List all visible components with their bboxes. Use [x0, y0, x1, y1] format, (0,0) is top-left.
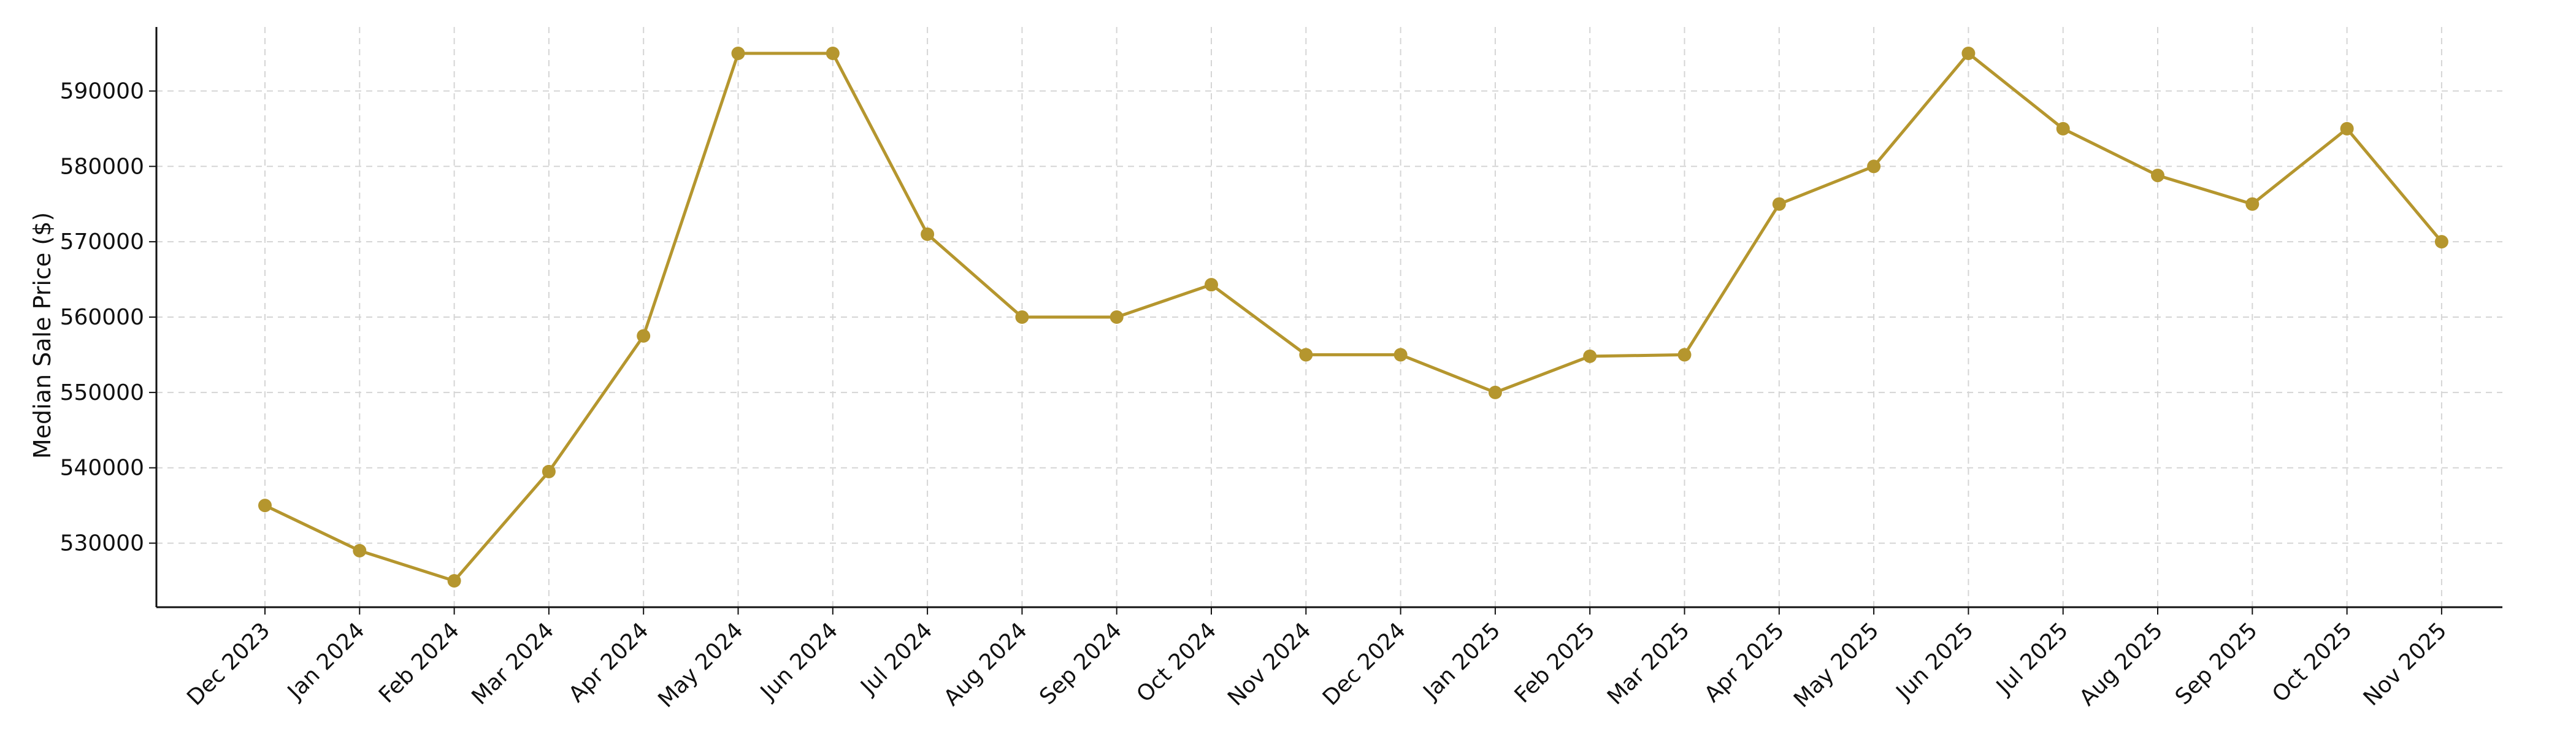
x-tick-label: Apr 2024: [564, 618, 654, 707]
data-point: [353, 543, 367, 558]
y-tick-label: 570000: [60, 229, 144, 255]
data-point: [1961, 47, 1976, 60]
x-tick-label: Jul 2025: [1991, 618, 2073, 700]
data-point: [2434, 235, 2448, 249]
data-point: [1205, 278, 1218, 292]
x-tick-label: Aug 2025: [2075, 618, 2168, 711]
data-point: [2056, 121, 2070, 136]
x-tick-label: Aug 2024: [939, 618, 1032, 711]
x-tick-label: Sep 2024: [1035, 618, 1127, 710]
y-axis-title: Median Sale Price ($): [29, 212, 56, 459]
data-point: [1867, 159, 1881, 174]
series-line: [264, 52, 2443, 583]
data-point: [731, 47, 745, 60]
x-tick-label: Nov 2025: [2359, 618, 2452, 711]
axes: [149, 27, 2502, 615]
x-tick-label: Oct 2024: [1132, 618, 1221, 707]
x-tick-label: Feb 2024: [374, 618, 464, 708]
series: [258, 47, 2448, 588]
data-point: [1772, 197, 1786, 211]
x-tick-label: Mar 2024: [467, 618, 559, 710]
y-tick-label: 590000: [60, 79, 144, 104]
data-point: [637, 329, 651, 343]
data-point: [542, 464, 556, 478]
data-point: [2245, 197, 2260, 211]
x-tick-label: May 2024: [653, 618, 748, 713]
y-tick-label: 580000: [60, 154, 144, 179]
x-tick-label: Oct 2025: [2267, 618, 2357, 707]
x-tick-label: Dec 2023: [182, 618, 275, 710]
x-tick-label: Jul 2024: [855, 618, 937, 700]
data-point: [447, 574, 461, 588]
data-point: [1677, 348, 1692, 362]
data-point: [2340, 121, 2354, 136]
data-point: [826, 47, 840, 60]
x-tick-label: Jan 2025: [1418, 618, 1506, 705]
data-point: [1110, 310, 1124, 324]
y-tick-labels: 530000 540000 550000 560000 570000 580000 5900…: [60, 79, 144, 556]
data-point: [1488, 385, 1502, 399]
x-tick-label: Sep 2025: [2171, 618, 2263, 710]
x-tick-label: Jun 2024: [755, 618, 843, 705]
y-tick-label: 540000: [60, 456, 144, 481]
data-point: [1583, 349, 1597, 363]
x-tick-label: Nov 2024: [1223, 618, 1316, 711]
x-tick-label: Apr 2025: [1700, 618, 1789, 707]
x-tick-label: Jun 2025: [1891, 618, 1979, 705]
data-point: [921, 227, 935, 241]
data-point: [1299, 348, 1313, 362]
data-point: [1393, 348, 1408, 362]
y-tick-label: 560000: [60, 305, 144, 330]
x-tick-label: Mar 2025: [1603, 618, 1695, 710]
x-tick-labels: Dec 2023 Jan 2024 Feb 2024 Mar 2024 Apr 2024…: [182, 618, 2451, 713]
y-tick-label: 530000: [60, 531, 144, 556]
data-point: [258, 499, 272, 513]
y-tick-label: 550000: [60, 380, 144, 405]
x-tick-label: Dec 2024: [1318, 618, 1411, 710]
data-point: [2151, 169, 2164, 183]
x-tick-label: Feb 2025: [1510, 618, 1600, 708]
x-tick-label: Jan 2024: [282, 618, 370, 705]
x-tick-label: May 2025: [1789, 618, 1884, 713]
data-point: [1015, 310, 1029, 324]
